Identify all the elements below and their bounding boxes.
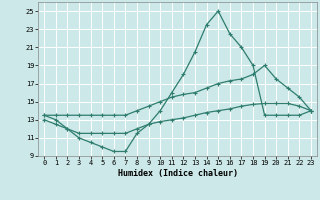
X-axis label: Humidex (Indice chaleur): Humidex (Indice chaleur)	[118, 169, 238, 178]
